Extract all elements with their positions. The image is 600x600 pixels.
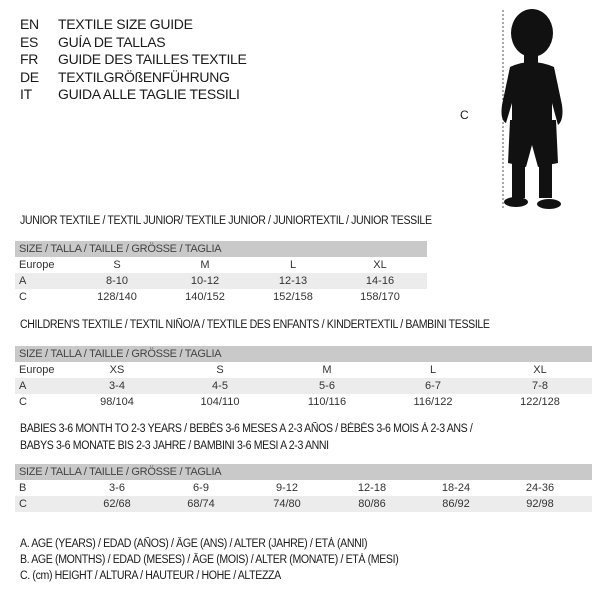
table-row: C 98/104 104/110 110/116 116/122 122/128 — [15, 394, 592, 410]
language-code: ES — [20, 33, 39, 50]
table-cell: S — [216, 364, 224, 376]
table-cell: M — [200, 259, 210, 271]
table-row: Europe XS S M L XL — [15, 362, 592, 378]
row-label: C — [19, 498, 27, 510]
table-cell: 68/74 — [187, 498, 215, 510]
language-title: GUÍA DE TALLAS — [58, 33, 166, 50]
legend-a: A. AGE (YEARS) / EDAD (AÑOS) / ÂGE (ANS)… — [20, 538, 368, 550]
table-cell: L — [289, 259, 297, 271]
table-cell: 122/128 — [520, 396, 560, 408]
table-cell: M — [322, 364, 332, 376]
babies-title-line2: BABYS 3-6 MONATE BIS 2-3 JAHRE / BAMBINI… — [20, 440, 329, 452]
table-cell: 6-7 — [425, 380, 441, 392]
table-cell: XL — [533, 364, 547, 376]
size-header: SIZE / TALLA / TAILLE / GRÖSSE / TAGLIA — [15, 346, 592, 362]
legend-b: B. AGE (MONTHS) / EDAD (MESES) / ÂGE (MO… — [20, 554, 399, 566]
row-label: B — [19, 482, 27, 494]
junior-table: SIZE / TALLA / TAILLE / GRÖSSE / TAGLIA … — [15, 241, 427, 305]
row-label: A — [19, 275, 27, 287]
table-row: Europe S M L XL — [15, 257, 427, 273]
table-cell: 24-36 — [525, 482, 555, 494]
table-row: C 62/68 68/74 74/80 80/86 86/92 92/98 — [15, 496, 592, 512]
children-title: CHILDREN'S TEXTILE / TEXTIL NIÑO/A / TEX… — [20, 319, 490, 331]
row-label: C — [19, 396, 27, 408]
table-cell: 7-8 — [532, 380, 548, 392]
row-label: Europe — [19, 259, 55, 271]
row-label: A — [19, 380, 27, 392]
table-cell: 10-12 — [190, 275, 220, 287]
table-cell: 140/152 — [185, 291, 225, 303]
table-cell: 92/98 — [526, 498, 554, 510]
measure-label: C — [460, 108, 469, 122]
table-cell: 128/140 — [97, 291, 137, 303]
table-cell: 12-18 — [357, 482, 387, 494]
table-cell: S — [113, 259, 121, 271]
table-cell: 98/104 — [100, 396, 134, 408]
babies-title-line1: BABIES 3-6 MONTH TO 2-3 YEARS / BEBÉS 3-… — [20, 423, 473, 435]
table-cell: 18-24 — [441, 482, 471, 494]
table-row: C 128/140 140/152 152/158 158/170 — [15, 289, 427, 305]
language-code: IT — [20, 86, 32, 102]
table-row: B 3-6 6-9 9-12 12-18 18-24 24-36 — [15, 480, 592, 496]
table-row: A 3-4 4-5 5-6 6-7 7-8 — [15, 378, 592, 394]
table-cell: L — [429, 364, 437, 376]
language-code: FR — [20, 51, 39, 67]
table-cell: 86/92 — [442, 498, 470, 510]
language-code: DE — [20, 68, 39, 85]
language-title: TEXTILGRÖßENFÜHRUNG — [58, 68, 230, 85]
toddler-silhouette-icon — [501, 9, 563, 209]
table-cell: 8-10 — [105, 275, 129, 287]
table-cell: 62/68 — [103, 498, 131, 510]
table-cell: 5-6 — [319, 380, 335, 392]
junior-title: JUNIOR TEXTILE / TEXTIL JUNIOR/ TEXTILE … — [20, 215, 432, 227]
table-cell: 6-9 — [193, 482, 209, 494]
table-cell: 158/170 — [360, 291, 400, 303]
table-cell: 9-12 — [275, 482, 299, 494]
language-title: GUIDE DES TAILLES TEXTILE — [58, 51, 247, 67]
table-cell: 4-5 — [212, 380, 228, 392]
table-cell: XL — [373, 259, 387, 271]
babies-table: SIZE / TALLA / TAILLE / GRÖSSE / TAGLIA … — [15, 464, 592, 512]
row-label: C — [19, 291, 27, 303]
table-cell: 12-13 — [278, 275, 308, 287]
table-cell: 116/122 — [413, 396, 453, 408]
table-cell: 3-4 — [109, 380, 125, 392]
table-cell: 152/158 — [273, 291, 313, 303]
table-cell: 3-6 — [109, 482, 125, 494]
language-title: GUIDA ALLE TAGLIE TESSILI — [58, 86, 240, 102]
row-label: Europe — [19, 364, 55, 376]
size-header: SIZE / TALLA / TAILLE / GRÖSSE / TAGLIA — [15, 464, 592, 480]
table-cell: 14-16 — [365, 275, 395, 287]
table-cell: 80/86 — [358, 498, 386, 510]
table-cell: 110/116 — [307, 396, 347, 408]
table-cell: 74/80 — [273, 498, 301, 510]
language-title: TEXTILE SIZE GUIDE — [58, 16, 193, 32]
table-cell: XS — [109, 364, 125, 376]
language-code: EN — [20, 16, 39, 32]
size-header: SIZE / TALLA / TAILLE / GRÖSSE / TAGLIA — [15, 241, 427, 257]
children-table: SIZE / TALLA / TAILLE / GRÖSSE / TAGLIA … — [15, 346, 592, 410]
table-row: A 8-10 10-12 12-13 14-16 — [15, 273, 427, 289]
table-cell: 104/110 — [200, 396, 240, 408]
legend-c: C. (cm) HEIGHT / ALTURA / HAUTEUR / HÖHE… — [20, 570, 281, 582]
